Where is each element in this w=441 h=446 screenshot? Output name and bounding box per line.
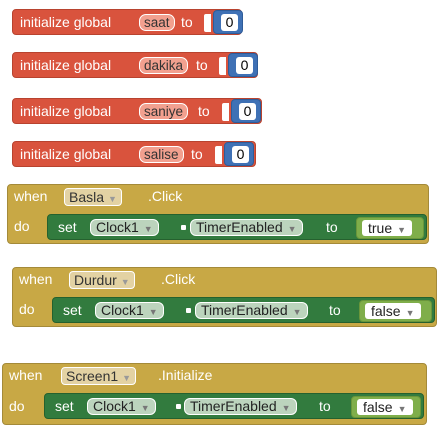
- boolean-block[interactable]: true ▼: [356, 217, 424, 239]
- global-init-salise[interactable]: initialize global salise to 0: [12, 141, 256, 167]
- component-dropdown[interactable]: Clock1 ▼: [87, 398, 156, 415]
- component-name: Clock1: [93, 398, 136, 414]
- component-dropdown[interactable]: Clock1 ▼: [95, 302, 164, 319]
- dropdown-arrow-icon: ▼: [281, 403, 291, 413]
- number-block[interactable]: 0: [213, 10, 243, 34]
- dropdown-arrow-icon: ▼: [405, 308, 415, 318]
- dropdown-arrow-icon: ▼: [148, 307, 158, 317]
- boolean-value: true: [368, 220, 393, 236]
- set-property-block[interactable]: set Clock1 ▼ TimerEnabled ▼ to false ▼: [52, 297, 435, 323]
- boolean-dropdown[interactable]: true ▼: [362, 220, 413, 236]
- number-block[interactable]: 0: [228, 53, 258, 77]
- socket-notch: [204, 14, 211, 32]
- to-label: to: [319, 398, 331, 414]
- initialize-global-label: initialize global: [20, 103, 112, 119]
- to-label: to: [191, 146, 203, 162]
- set-label: set: [63, 302, 82, 318]
- event-basla-click[interactable]: when Basla ▼ .Click do set Clock1 ▼ TimerE…: [7, 184, 429, 244]
- do-label: do: [19, 301, 35, 317]
- initialize-global-label: initialize global: [20, 146, 112, 162]
- global-init-saat[interactable]: initialize global saat to 0: [12, 9, 243, 35]
- do-label: do: [9, 398, 25, 414]
- to-label: to: [196, 57, 208, 73]
- property-dropdown[interactable]: TimerEnabled ▼: [195, 302, 308, 319]
- number-value-field[interactable]: 0: [221, 14, 238, 31]
- to-label: to: [181, 14, 193, 30]
- component-name: Screen1: [66, 368, 119, 384]
- component-dropdown[interactable]: Clock1 ▼: [90, 219, 159, 236]
- separator-dot: [186, 308, 191, 313]
- event-name: .Click: [148, 188, 183, 204]
- property-name: TimerEnabled: [196, 219, 283, 235]
- dropdown-arrow-icon: ▼: [287, 224, 297, 234]
- set-property-block[interactable]: set Clock1 ▼ TimerEnabled ▼ to false ▼: [44, 393, 424, 419]
- set-label: set: [58, 219, 77, 235]
- when-label: when: [9, 367, 43, 383]
- property-dropdown[interactable]: TimerEnabled ▼: [190, 219, 303, 236]
- global-init-dakika[interactable]: initialize global dakika to 0: [12, 52, 258, 78]
- number-block[interactable]: 0: [224, 142, 254, 166]
- dropdown-arrow-icon: ▼: [120, 277, 130, 287]
- dropdown-arrow-icon: ▼: [397, 225, 407, 235]
- socket-notch: [215, 146, 222, 164]
- boolean-value: false: [363, 399, 393, 415]
- dropdown-arrow-icon: ▼: [292, 307, 302, 317]
- to-label: to: [326, 219, 338, 235]
- boolean-dropdown[interactable]: false ▼: [357, 399, 413, 415]
- property-name: TimerEnabled: [201, 302, 288, 318]
- number-value-field[interactable]: 0: [236, 57, 253, 74]
- set-label: set: [55, 398, 74, 414]
- component-name: Durdur: [74, 272, 117, 288]
- socket-notch: [222, 103, 229, 121]
- number-value-field[interactable]: 0: [239, 103, 256, 120]
- component-name: Basla: [69, 189, 105, 205]
- boolean-block[interactable]: false ▼: [359, 300, 432, 322]
- dropdown-arrow-icon: ▼: [397, 404, 407, 414]
- event-name: .Click: [161, 271, 196, 287]
- event-screen1-initialize[interactable]: when Screen1 ▼ .Initialize do set Clock1 ▼…: [2, 363, 427, 425]
- socket-notch: [219, 57, 226, 75]
- property-dropdown[interactable]: TimerEnabled ▼: [184, 398, 297, 415]
- variable-name-field[interactable]: saat: [139, 14, 175, 31]
- event-durdur-click[interactable]: when Durdur ▼ .Click do set Clock1 ▼ Timer…: [12, 267, 437, 327]
- component-name: Clock1: [101, 302, 144, 318]
- variable-name-field[interactable]: dakika: [139, 57, 189, 74]
- initialize-global-label: initialize global: [20, 14, 112, 30]
- component-dropdown[interactable]: Basla ▼: [64, 188, 122, 206]
- boolean-dropdown[interactable]: false ▼: [365, 303, 421, 319]
- separator-dot: [176, 404, 181, 409]
- dropdown-arrow-icon: ▼: [108, 194, 117, 204]
- component-dropdown[interactable]: Screen1 ▼: [61, 367, 137, 385]
- when-label: when: [14, 188, 48, 204]
- do-label: do: [14, 218, 30, 234]
- boolean-block[interactable]: false ▼: [351, 396, 421, 418]
- component-name: Clock1: [96, 219, 139, 235]
- component-dropdown[interactable]: Durdur ▼: [69, 271, 135, 289]
- initialize-global-label: initialize global: [20, 57, 112, 73]
- dropdown-arrow-icon: ▼: [140, 403, 150, 413]
- set-property-block[interactable]: set Clock1 ▼ TimerEnabled ▼ to true ▼: [47, 214, 427, 240]
- number-value-field[interactable]: 0: [232, 146, 249, 163]
- when-label: when: [19, 271, 53, 287]
- dropdown-arrow-icon: ▼: [122, 373, 132, 383]
- dropdown-arrow-icon: ▼: [143, 224, 153, 234]
- variable-name-field[interactable]: saniye: [139, 103, 189, 120]
- event-name: .Initialize: [158, 367, 213, 383]
- variable-name-field[interactable]: salise: [139, 146, 184, 163]
- to-label: to: [198, 103, 210, 119]
- boolean-value: false: [371, 303, 401, 319]
- global-init-saniye[interactable]: initialize global saniye to 0: [12, 98, 262, 124]
- separator-dot: [181, 225, 186, 230]
- number-block[interactable]: 0: [231, 99, 261, 123]
- to-label: to: [329, 302, 341, 318]
- property-name: TimerEnabled: [190, 398, 277, 414]
